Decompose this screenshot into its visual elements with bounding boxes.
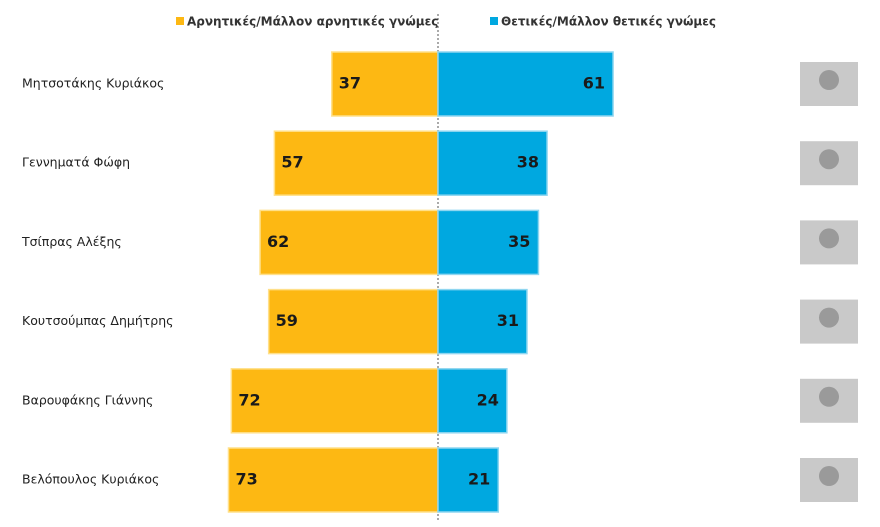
legend-swatch [176, 17, 184, 25]
category-label: Γεννηματά Φώφη [22, 155, 130, 170]
category-label: Βαρουφάκης Γιάννης [22, 392, 153, 407]
portrait-head [819, 149, 839, 170]
portrait-head [819, 228, 839, 249]
value-label: 59 [276, 311, 298, 330]
legend-label: Αρνητικές/Μάλλον αρνητικές γνώμες [187, 15, 438, 29]
value-label: 24 [477, 390, 499, 409]
bar [437, 447, 500, 513]
value-label: 73 [235, 470, 257, 489]
bar [437, 130, 548, 196]
bar [437, 209, 540, 276]
value-label: 21 [468, 470, 490, 489]
portrait-head [819, 70, 839, 90]
bar [273, 130, 439, 196]
legend-label: Θετικές/Μάλλον θετικές γνώμες [501, 15, 716, 29]
bar [230, 368, 439, 434]
portrait-head [819, 386, 839, 407]
value-label: 38 [517, 153, 539, 172]
portrait-head [819, 307, 839, 328]
value-label: 35 [508, 232, 530, 251]
photos [800, 62, 858, 502]
value-label: 31 [497, 311, 519, 330]
bar [437, 51, 614, 117]
bar [437, 288, 528, 355]
legend-swatch [490, 17, 498, 25]
value-label: 37 [339, 74, 361, 93]
category-label: Βελόπουλος Κυριάκος [22, 472, 159, 487]
value-label: 57 [281, 153, 303, 172]
bar [227, 447, 439, 513]
bar [331, 51, 439, 117]
category-label: Μητσοτάκης Κυριάκος [22, 76, 164, 91]
value-label: 61 [583, 74, 605, 93]
portrait-head [819, 466, 839, 486]
value-label: 62 [267, 232, 289, 251]
bar [267, 288, 439, 355]
category-label: Κουτσούμπας Δημήτρης [22, 313, 174, 328]
bar [259, 209, 439, 276]
bar [437, 368, 508, 434]
value-label: 72 [238, 390, 260, 409]
category-label: Τσίπρας Αλέξης [21, 234, 122, 249]
